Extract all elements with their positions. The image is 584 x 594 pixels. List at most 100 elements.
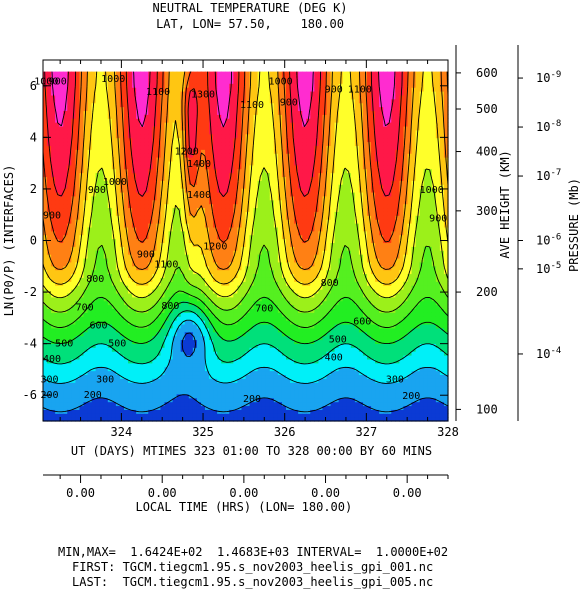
field-cell: [128, 335, 133, 341]
field-cell: [140, 296, 145, 302]
field-cell: [249, 265, 255, 271]
field-cell: [71, 277, 76, 282]
field-cell: [261, 114, 267, 119]
field-cell: [221, 296, 226, 302]
field-cell: [115, 331, 121, 337]
field-cell: [67, 296, 72, 302]
field-cell: [253, 219, 259, 224]
field-cell: [192, 370, 198, 376]
field-cell: [245, 79, 251, 84]
field-cell: [192, 366, 198, 372]
field-cell: [184, 176, 190, 181]
field-cell: [107, 409, 113, 414]
field-cell: [71, 323, 76, 329]
field-cell: [184, 378, 190, 383]
field-cell: [213, 386, 218, 391]
field-cell: [164, 378, 170, 383]
field-cell: [51, 382, 56, 387]
field-cell: [43, 358, 48, 364]
field-cell: [261, 316, 267, 321]
field-cell: [79, 184, 85, 189]
field-cell: [237, 133, 243, 139]
field-cell: [79, 382, 85, 387]
field-cell: [192, 405, 198, 410]
field-cell: [209, 409, 214, 414]
field-cell: [221, 257, 226, 263]
field-cell: [67, 292, 72, 298]
field-cell: [47, 327, 52, 333]
field-cell: [176, 180, 182, 185]
field-cell: [257, 366, 263, 372]
field-cell: [71, 195, 76, 201]
field-cell: [172, 215, 178, 220]
field-cell: [79, 277, 85, 282]
field-cell: [95, 75, 101, 80]
field-cell: [168, 343, 174, 348]
field-cell: [67, 409, 72, 414]
field-cell: [119, 281, 125, 286]
field-cell: [67, 122, 72, 127]
field-cell: [124, 397, 129, 403]
field-cell: [152, 211, 157, 216]
field-cell: [209, 339, 214, 344]
field-cell: [111, 358, 117, 364]
field-cell: [119, 405, 125, 410]
field-cell: [184, 331, 190, 337]
field-cell: [237, 211, 243, 216]
field-cell: [180, 382, 186, 387]
field-cell: [115, 172, 121, 178]
field-cell: [99, 223, 105, 228]
field-cell: [59, 254, 64, 259]
field-cell: [221, 160, 226, 166]
field-cell: [51, 409, 56, 414]
field-cell: [87, 238, 93, 244]
field-cell: [55, 257, 60, 263]
field-cell: [136, 339, 141, 344]
field-cell: [245, 347, 251, 352]
field-cell: [241, 405, 247, 410]
field-cell: [229, 133, 234, 139]
field-cell: [249, 137, 255, 143]
field-cell: [237, 110, 243, 115]
field-cell: [188, 226, 194, 232]
field-cell: [221, 250, 226, 255]
field-cell: [188, 149, 194, 154]
field-cell: [71, 129, 76, 135]
field-cell: [75, 91, 81, 96]
field-cell: [103, 226, 109, 232]
field-cell: [152, 401, 157, 407]
field-cell: [213, 129, 218, 135]
field-cell: [59, 347, 64, 352]
field-cell: [95, 401, 101, 407]
field-cell: [111, 323, 117, 329]
field-cell: [200, 393, 206, 399]
field-cell: [172, 83, 178, 88]
field-cell: [91, 230, 97, 236]
field-cell: [164, 238, 170, 244]
field-cell: [136, 223, 141, 228]
field-cell: [83, 250, 89, 255]
field-cell: [245, 327, 251, 333]
field-cell: [136, 106, 141, 112]
field-cell: [119, 292, 125, 298]
field-cell: [229, 331, 234, 337]
field-cell: [107, 401, 113, 407]
field-cell: [152, 203, 157, 209]
field-cell: [71, 257, 76, 263]
field-cell: [119, 145, 125, 150]
field-cell: [99, 331, 105, 337]
field-cell: [233, 327, 238, 333]
field-cell: [144, 335, 149, 341]
field-cell: [55, 254, 60, 259]
field-cell: [132, 184, 137, 189]
field-cell: [229, 118, 234, 123]
field-cell: [257, 94, 263, 100]
field-cell: [237, 323, 243, 329]
field-cell: [213, 331, 218, 337]
field-cell: [245, 351, 251, 356]
field-cell: [63, 335, 68, 341]
field-cell: [196, 207, 202, 212]
field-cell: [111, 94, 117, 100]
field-cell: [55, 397, 60, 403]
field-cell: [152, 106, 157, 112]
